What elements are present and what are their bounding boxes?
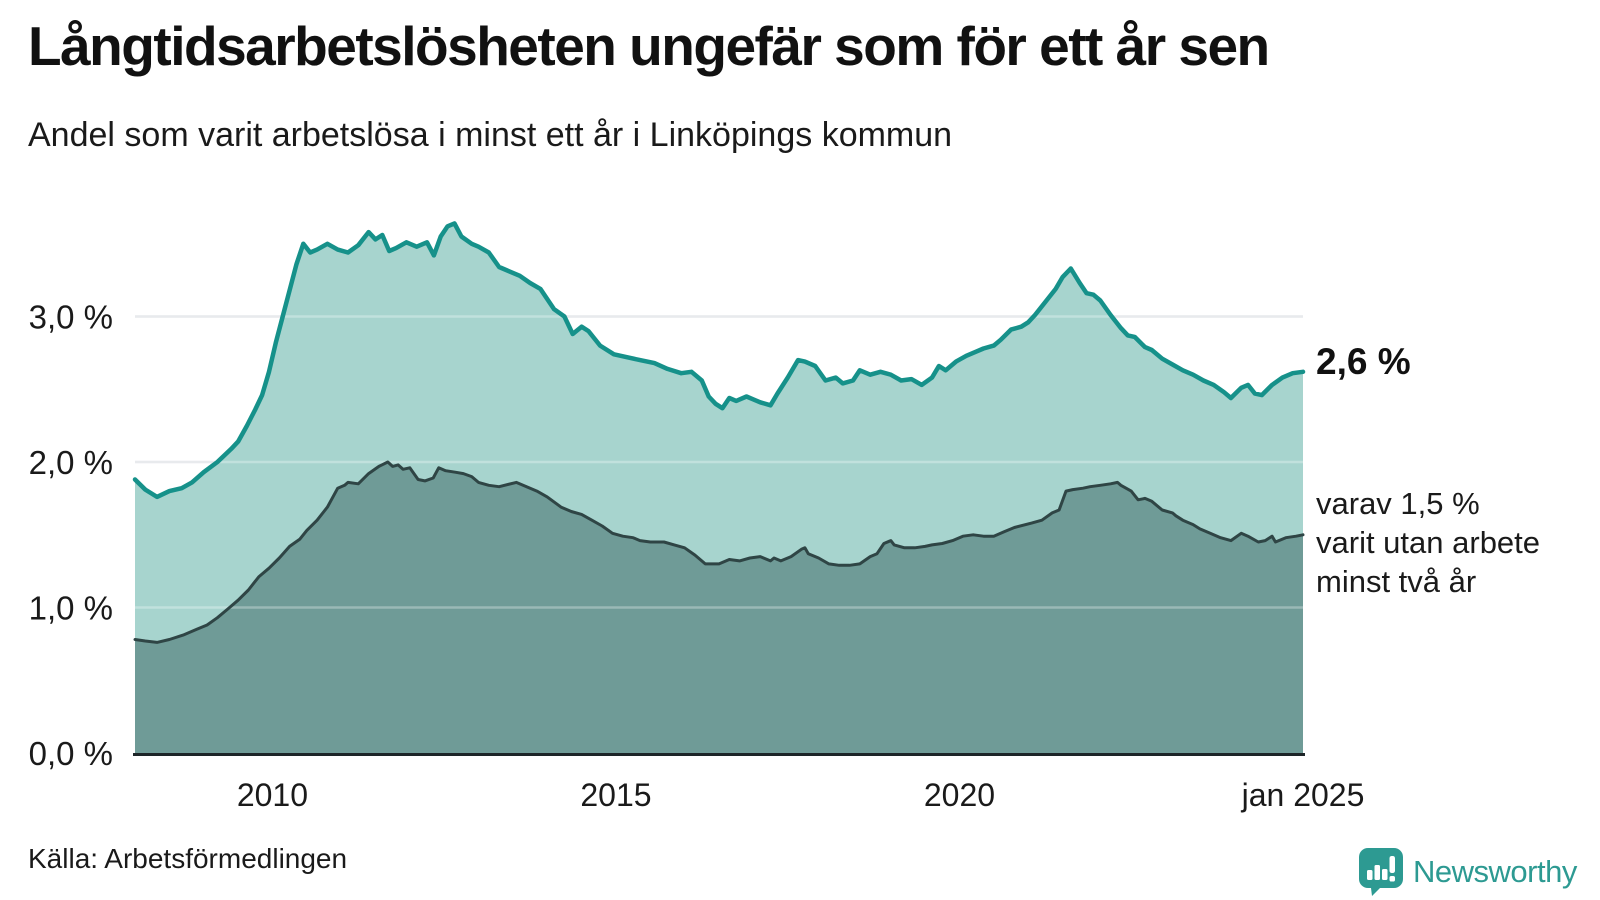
svg-text:2020: 2020 <box>924 777 995 813</box>
page-subtitle: Andel som varit arbetslösa i minst ett å… <box>28 116 953 154</box>
two-year-note: varav 1,5 % varit utan arbete minst två … <box>1316 484 1540 601</box>
x-axis-tick-labels: 2010 2015 2020 jan 2025 <box>237 777 1365 813</box>
svg-text:2015: 2015 <box>580 777 651 813</box>
svg-text:jan 2025: jan 2025 <box>1241 777 1365 813</box>
newsworthy-logo: Newsworthy <box>1358 847 1577 897</box>
page-title: Långtidsarbetslösheten ungefär som för e… <box>28 15 1270 77</box>
latest-value-label: 2,6 % <box>1316 341 1411 382</box>
newsworthy-icon <box>1359 848 1403 896</box>
note-line-1: varav 1,5 % <box>1316 486 1480 521</box>
svg-text:2010: 2010 <box>237 777 308 813</box>
source-note: Källa: Arbetsförmedlingen <box>28 843 348 874</box>
line-one-year <box>132 221 1306 500</box>
svg-text:2,0 %: 2,0 % <box>29 444 113 481</box>
gridlines-over-fill <box>135 315 1303 609</box>
y-axis-tick-labels: 0,0 % 1,0 % 2,0 % 3,0 % <box>29 299 113 773</box>
line-two-year <box>133 460 1305 644</box>
svg-text:1,0 %: 1,0 % <box>29 590 113 627</box>
area-two-year <box>135 462 1303 754</box>
area-fills <box>135 223 1303 754</box>
svg-text:3,0 %: 3,0 % <box>29 299 113 336</box>
svg-text:0,0 %: 0,0 % <box>29 735 113 772</box>
note-line-3: minst två år <box>1316 564 1477 599</box>
series-lines <box>132 221 1306 644</box>
note-line-2: varit utan arbete <box>1316 525 1541 560</box>
newsworthy-wordmark: Newsworthy <box>1413 854 1577 889</box>
